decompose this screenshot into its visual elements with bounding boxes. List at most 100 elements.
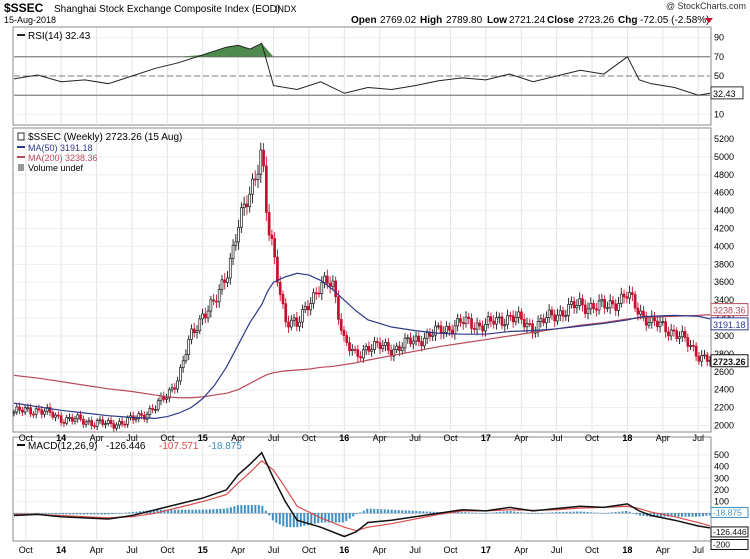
rsi-tick-label: 70 xyxy=(714,52,724,62)
macd-histogram-bar xyxy=(457,512,460,514)
candle-body xyxy=(625,296,629,299)
macd-histogram-bar xyxy=(215,509,218,514)
candle-body xyxy=(436,325,440,328)
candle-body xyxy=(32,413,35,416)
hist-value: -18.875 xyxy=(208,441,242,452)
signal-line xyxy=(14,460,711,532)
macd-histogram-bar xyxy=(23,513,26,514)
macd-histogram-bar xyxy=(464,512,467,514)
macd-histogram-bar xyxy=(107,513,110,515)
macd-histogram-bar xyxy=(117,513,120,514)
macd-histogram-bar xyxy=(229,507,232,514)
macd-tick-label: 500 xyxy=(714,450,729,460)
candle-body xyxy=(644,315,648,326)
candle-body xyxy=(606,307,609,310)
macd-histogram-bar xyxy=(562,511,565,514)
candle-body xyxy=(617,303,620,311)
candle-body xyxy=(367,346,371,352)
candle-body xyxy=(345,335,349,343)
macd-histogram-bar xyxy=(72,513,75,515)
macd-histogram-bar xyxy=(709,513,711,516)
macd-histogram-bar xyxy=(474,512,477,514)
open-label: Open xyxy=(351,15,377,26)
candle-body xyxy=(201,313,204,320)
price-tick-label: 3600 xyxy=(714,277,734,287)
macd-histogram-bar xyxy=(44,513,47,514)
macd-label: MACD(12,26,9) xyxy=(28,441,97,452)
candle-body xyxy=(234,241,238,246)
rsi-overbought-fill xyxy=(179,43,274,57)
candle-body xyxy=(270,234,274,239)
candle-body xyxy=(694,345,698,357)
ma50-legend: MA(50) 3191.18 xyxy=(28,143,93,153)
macd-tick-label: 400 xyxy=(714,462,729,472)
macd-histogram-bar xyxy=(488,512,491,514)
candle-body xyxy=(597,300,601,311)
macd-histogram-bar xyxy=(334,513,337,523)
candle-body xyxy=(689,345,692,347)
macd-histogram-bar xyxy=(369,508,372,514)
candle-body xyxy=(564,315,568,317)
candle-body xyxy=(409,337,412,345)
x-tick-label: Oct xyxy=(443,433,458,443)
candle-body xyxy=(203,313,207,319)
macd-histogram-bar xyxy=(478,512,481,514)
candle-body xyxy=(262,149,265,167)
candle-body xyxy=(112,423,116,429)
macd-histogram-bar xyxy=(233,506,236,514)
macd-histogram-bar xyxy=(502,511,505,514)
macd-histogram-bar xyxy=(583,511,586,514)
x-tick-label: Jul xyxy=(126,433,138,443)
macd-histogram-bar xyxy=(65,513,68,515)
candle-body xyxy=(15,406,19,413)
price-last-value: 3238.36 xyxy=(713,306,746,316)
candle-body xyxy=(672,329,676,332)
macd-histogram-bar xyxy=(453,512,456,514)
x-tick-label: Apr xyxy=(514,433,528,443)
candle-body xyxy=(176,380,179,390)
candle-body xyxy=(256,173,260,180)
macd-histogram-bar xyxy=(548,512,551,514)
macd-histogram-bar xyxy=(593,512,596,514)
candle-body xyxy=(68,417,71,419)
candle-body xyxy=(373,341,376,350)
macd-histogram-bar xyxy=(47,513,50,514)
x-tick-label: Jul xyxy=(409,545,421,555)
rsi-panel xyxy=(12,26,712,126)
macd-histogram-bar xyxy=(30,513,33,514)
macd-tick-label: 200 xyxy=(714,485,729,495)
candle-body xyxy=(525,323,529,328)
price-tick-label: 2000 xyxy=(714,421,734,431)
macd-histogram-bar xyxy=(19,513,22,515)
candle-body xyxy=(134,418,138,421)
candle-body xyxy=(342,329,346,336)
macd-histogram-bar xyxy=(614,512,617,514)
candle-body xyxy=(303,306,307,310)
macd-histogram-bar xyxy=(422,511,425,514)
chg-value: -72.05 (-2.58%) xyxy=(640,15,709,26)
candle-body xyxy=(470,318,473,329)
candle-body xyxy=(226,277,229,283)
macd-histogram-bar xyxy=(394,509,397,514)
macd-histogram-bar xyxy=(471,512,474,514)
candle-body xyxy=(306,306,310,311)
macd-histogram-bar xyxy=(506,511,509,514)
macd-histogram-bar xyxy=(26,513,29,514)
macd-histogram-bar xyxy=(173,509,176,514)
candle-body xyxy=(669,329,673,337)
candle-body xyxy=(154,409,157,411)
candle-body xyxy=(661,321,665,323)
candle-body xyxy=(386,342,390,351)
candle-body xyxy=(478,322,482,327)
candle-body xyxy=(553,314,557,322)
candle-body xyxy=(384,342,387,346)
x-tick-label: Oct xyxy=(160,433,175,443)
candle-body xyxy=(608,300,612,309)
candle-body xyxy=(137,413,141,420)
candle-body xyxy=(40,409,44,415)
macd-histogram-bar xyxy=(432,511,435,514)
macd-histogram-bar xyxy=(621,511,624,514)
low-label: Low xyxy=(487,15,507,26)
macd-histogram-bar xyxy=(79,513,82,515)
candle-body xyxy=(140,413,143,416)
